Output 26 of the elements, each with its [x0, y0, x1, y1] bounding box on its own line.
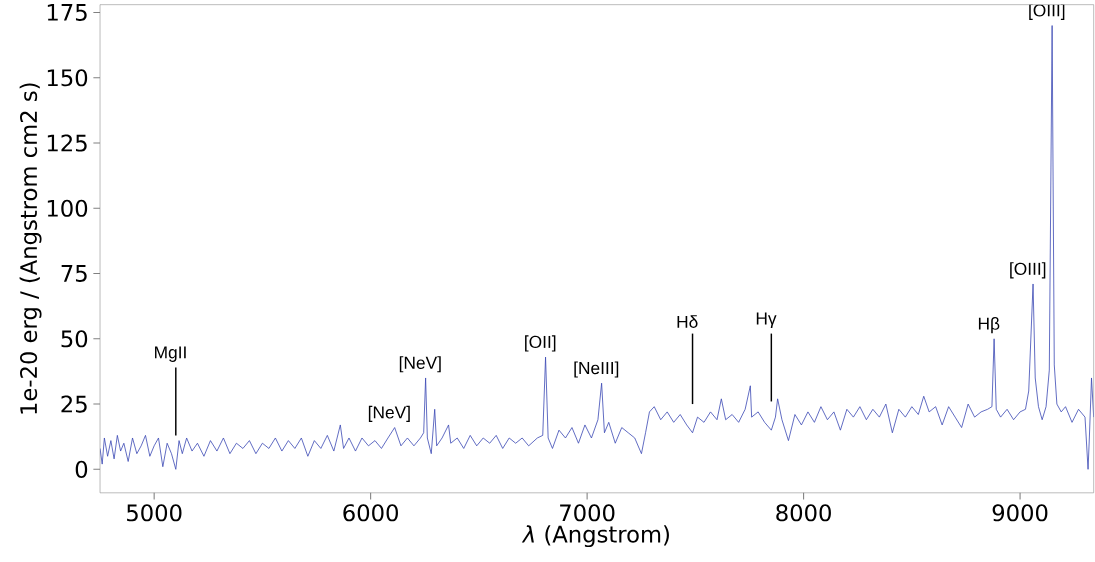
x-tick-label: 8000: [776, 504, 831, 522]
annotation: MgII: [155, 346, 186, 362]
x-tick-label: 5000: [127, 504, 182, 522]
x-tick-label: 9000: [992, 504, 1048, 522]
y-tick-label: 125: [47, 134, 87, 152]
annotation: [OIII]: [1029, 3, 1065, 20]
annotation: [NeV]: [399, 356, 441, 373]
annotation: [NeV]: [368, 405, 410, 422]
annotation: [OII]: [525, 335, 556, 352]
line-series: [100, 25, 1094, 470]
x-tick-label: 7000: [560, 504, 615, 522]
y-tick-label: 150: [47, 69, 88, 87]
annotation: Hγ: [756, 312, 777, 328]
y-tick-label: 50: [61, 330, 88, 348]
y-axis-title: 1e-20 erg / (Angstrom cm2 s): [19, 83, 42, 414]
annotation: [OIII]: [1010, 262, 1046, 279]
annotation: [NeIII]: [574, 361, 619, 378]
x-tick-label: 6000: [343, 504, 398, 522]
y-tick-label: 175: [47, 4, 87, 21]
annotation: Hβ: [978, 316, 1000, 334]
y-tick-label: 0: [75, 460, 88, 478]
y-tick-label: 75: [61, 265, 87, 282]
annotation: Hδ: [677, 315, 698, 328]
y-tick-label: 100: [47, 199, 88, 217]
x-axis-title: λ (Angstrom): [521, 525, 669, 548]
y-tick-label: 25: [61, 395, 87, 413]
